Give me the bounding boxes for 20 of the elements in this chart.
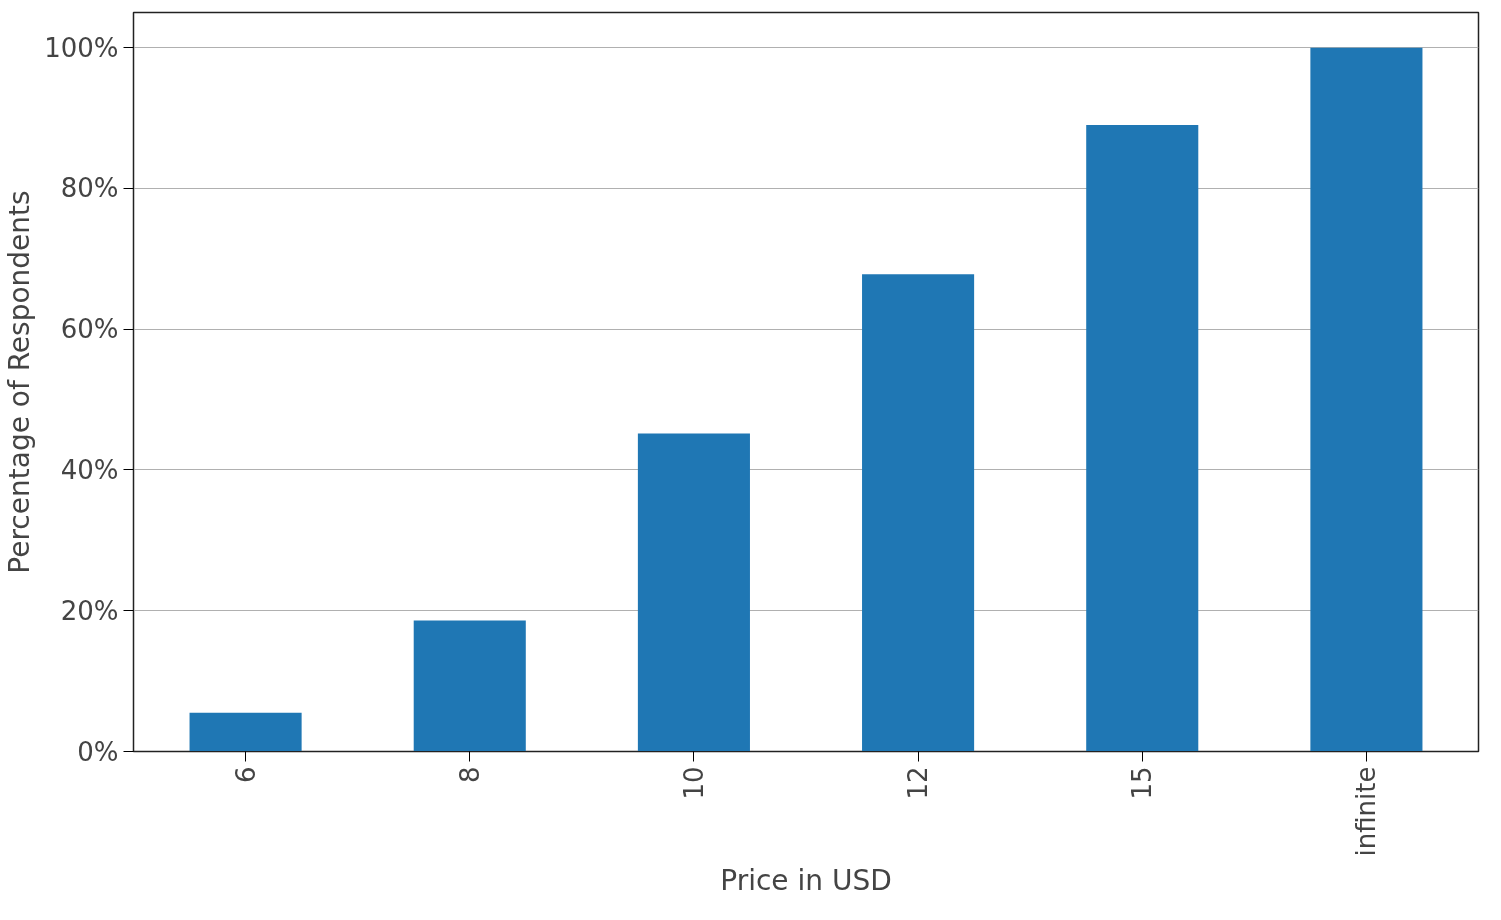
x-tick-label: 8	[454, 766, 485, 784]
x-tick-label: 12	[903, 766, 934, 800]
bar	[637, 433, 750, 752]
bar	[1086, 125, 1199, 752]
y-tick-label: 20%	[60, 595, 119, 626]
y-tick-label: 100%	[44, 32, 119, 63]
y-tick-label: 60%	[60, 314, 119, 345]
x-tick-label: 15	[1127, 766, 1158, 800]
x-tick-label: 6	[230, 766, 261, 784]
y-axis-title: Percentage of Respondents	[3, 190, 37, 574]
y-tick-label: 0%	[77, 736, 119, 767]
x-tick-label: infinite	[1351, 766, 1382, 857]
x-axis-title: Price in USD	[720, 864, 892, 898]
x-tick-label: 10	[678, 766, 709, 800]
bar	[862, 274, 975, 752]
bar	[1310, 47, 1423, 752]
y-tick-label: 80%	[60, 173, 119, 204]
y-tick-label: 40%	[60, 454, 119, 485]
bar	[413, 620, 526, 752]
bar	[189, 712, 302, 752]
